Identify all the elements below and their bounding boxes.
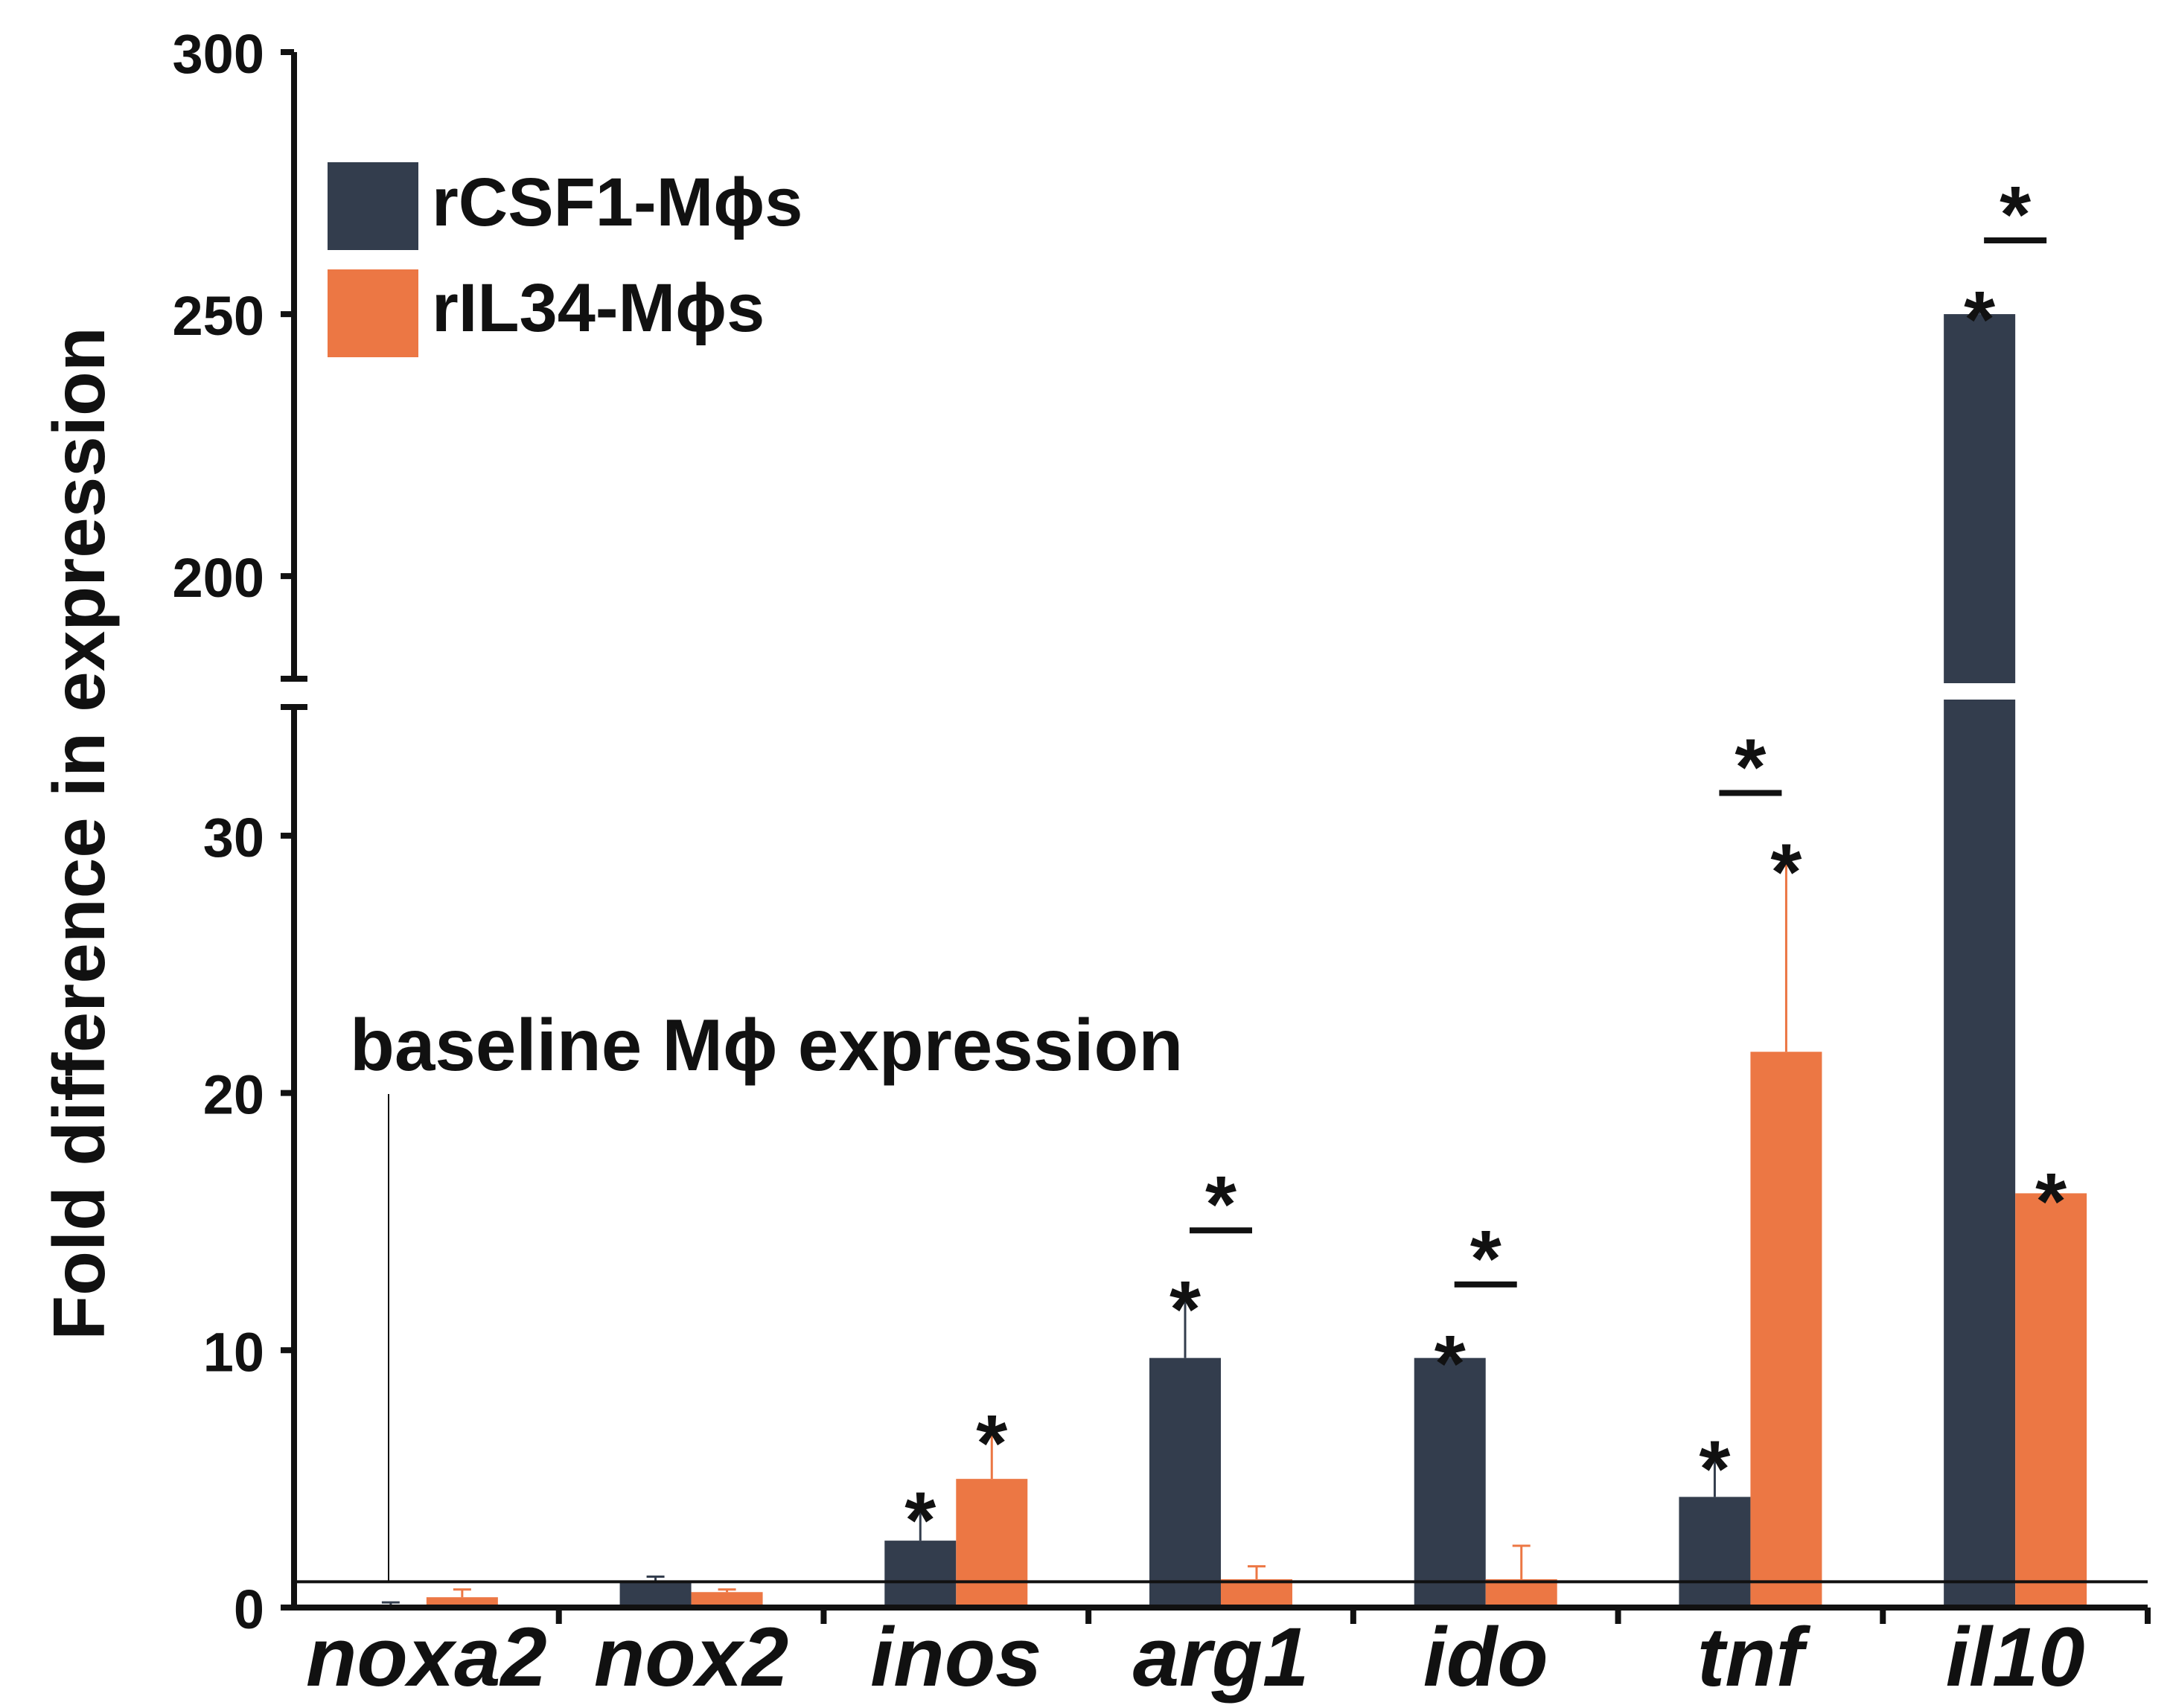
y-tick-label-300: 300 <box>173 23 264 85</box>
legend-label-rcsf1: rCSF1-Mϕs <box>432 164 802 240</box>
pair-star-ido: * <box>1470 1213 1502 1303</box>
legend: rCSF1-Mϕs rIL34-Mϕs <box>328 162 802 357</box>
annotations-layer: ************ <box>294 169 2148 1584</box>
legend-label-ril34: rIL34-Mϕs <box>432 270 765 346</box>
pair-star-tnf: * <box>1735 722 1766 812</box>
baseline-label: baseline Mϕ expression <box>350 1004 1183 1086</box>
sig-star-rcsf1-m-s-il10: * <box>1964 274 1995 364</box>
y-tick-label-250: 250 <box>173 285 264 347</box>
legend-swatch-rcsf1 <box>328 162 418 250</box>
sig-star-ril34-m-s-il10: * <box>2035 1156 2067 1246</box>
pair-star-arg1: * <box>1205 1159 1236 1249</box>
x-tick-label-tnf: tnf <box>1697 1611 1811 1704</box>
sig-star-rcsf1-m-s-inos: * <box>904 1475 936 1565</box>
sig-star-ril34-m-s-inos: * <box>976 1398 1007 1488</box>
bar-rcsf1-m-s-arg1 <box>1149 1357 1221 1608</box>
x-tick-label-arg1: arg1 <box>1133 1611 1309 1704</box>
bar-ril34-m-s-inos <box>956 1479 1028 1608</box>
y-axis-title: Fold difference in expression <box>38 327 120 1340</box>
sig-star-rcsf1-m-s-tnf: * <box>1699 1424 1730 1514</box>
axes-layer: 0 10 20 30 200 250 300 noxa2 nox2 inos arg1 ido tnf i… <box>173 23 2151 1704</box>
y-tick-label-10: 10 <box>203 1321 264 1383</box>
bar-rcsf1-m-s-tnf <box>1679 1497 1751 1608</box>
x-tick-label-noxa2: noxa2 <box>306 1611 547 1704</box>
y-tick-label-30: 30 <box>203 807 264 869</box>
bar-rcsf1-m-s-ido <box>1414 1357 1486 1608</box>
bar-ril34-m-s-arg1 <box>1221 1579 1292 1608</box>
x-tick-label-nox2: nox2 <box>594 1611 788 1704</box>
bar-ril34-m-s-ido <box>1485 1579 1557 1608</box>
sig-star-ril34-m-s-tnf: * <box>1770 827 1802 917</box>
x-tick-label-ido: ido <box>1423 1611 1548 1704</box>
bar-ril34-m-s-tnf <box>1750 1052 1822 1608</box>
bars-layer <box>354 302 2087 1608</box>
bar-break-gap-il10 <box>1942 683 2017 700</box>
sig-star-rcsf1-m-s-ido: * <box>1435 1318 1466 1408</box>
bar-rcsf1-m-s-nox2 <box>619 1581 692 1608</box>
pair-star-il10: * <box>2000 169 2031 259</box>
x-tick-label-il10: il10 <box>1946 1611 2085 1704</box>
bar-ril34-m-s-il10 <box>2015 1193 2087 1608</box>
bar-ril34-m-s-nox2 <box>691 1592 763 1608</box>
legend-swatch-ril34 <box>328 269 418 357</box>
x-tick-label-inos: inos <box>870 1611 1041 1704</box>
y-tick-label-200: 200 <box>173 547 264 609</box>
bar-rcsf1-m-s-inos <box>884 1541 957 1608</box>
sig-star-rcsf1-m-s-arg1: * <box>1169 1264 1201 1354</box>
y-tick-label-0: 0 <box>234 1579 264 1640</box>
bar-rcsf1-m-s-il10 <box>1944 314 2016 1608</box>
y-tick-label-20: 20 <box>203 1064 264 1126</box>
